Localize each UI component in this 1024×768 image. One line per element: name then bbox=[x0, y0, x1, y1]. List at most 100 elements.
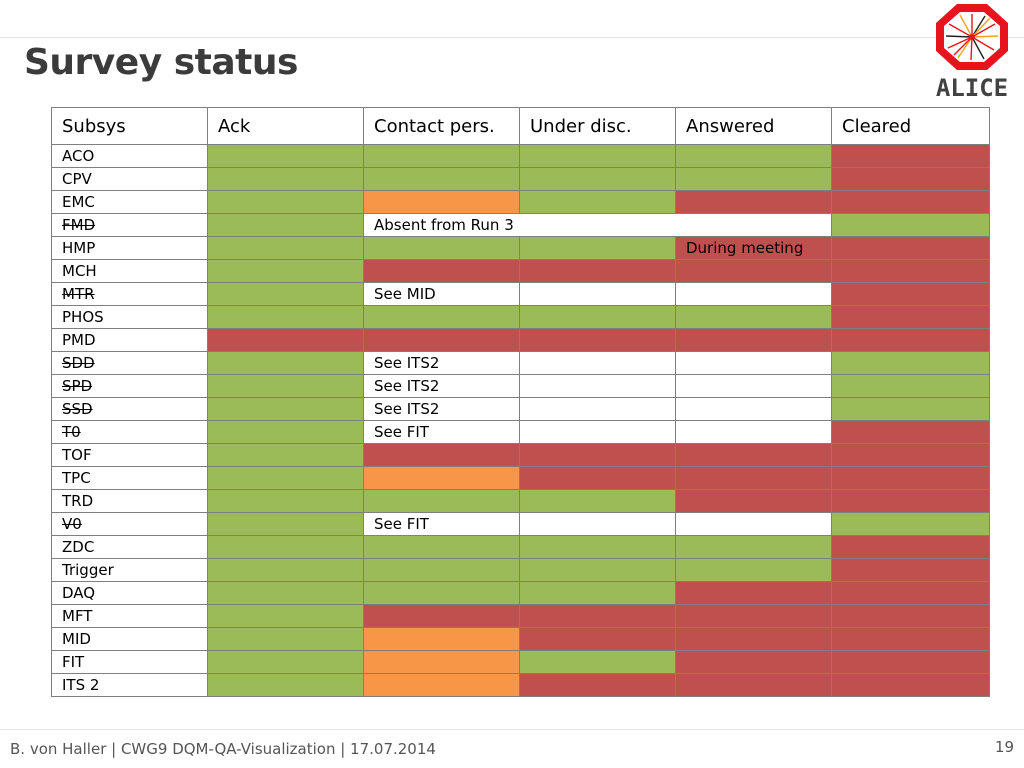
table-row: CPV bbox=[51, 167, 990, 191]
status-cell bbox=[519, 259, 676, 283]
footer-text: B. von Haller | CWG9 DQM-QA-Visualizatio… bbox=[10, 740, 436, 758]
table-row: PMD bbox=[51, 328, 990, 352]
status-cell bbox=[207, 581, 364, 605]
status-cell bbox=[519, 236, 676, 260]
column-header: Under disc. bbox=[519, 107, 676, 145]
status-cell bbox=[831, 627, 990, 651]
status-cell bbox=[831, 397, 990, 421]
status-cell bbox=[363, 558, 520, 582]
status-cell bbox=[207, 282, 364, 306]
status-cell bbox=[519, 374, 676, 398]
status-cell bbox=[519, 535, 676, 559]
status-cell bbox=[831, 328, 990, 352]
status-cell bbox=[519, 627, 676, 651]
status-cell bbox=[207, 397, 364, 421]
table-row: ACO bbox=[51, 144, 990, 168]
status-cell: See FIT bbox=[363, 420, 520, 444]
status-cell bbox=[207, 144, 364, 168]
status-cell bbox=[831, 581, 990, 605]
status-cell bbox=[519, 144, 676, 168]
status-cell bbox=[675, 512, 832, 536]
status-cell: See FIT bbox=[363, 512, 520, 536]
status-cell bbox=[831, 604, 990, 628]
status-cell bbox=[363, 190, 520, 214]
status-cell bbox=[363, 581, 520, 605]
status-cell bbox=[363, 236, 520, 260]
status-cell bbox=[519, 190, 676, 214]
status-cell bbox=[831, 213, 990, 237]
subsystem-name: ZDC bbox=[51, 535, 208, 559]
column-header: Subsys bbox=[51, 107, 208, 145]
alice-logo-icon bbox=[936, 4, 1008, 70]
status-cell: Absent from Run 3 bbox=[363, 213, 832, 237]
status-cell bbox=[363, 443, 520, 467]
table-row: EMC bbox=[51, 190, 990, 214]
status-cell bbox=[207, 236, 364, 260]
table-row: TOF bbox=[51, 443, 990, 467]
status-cell bbox=[207, 167, 364, 191]
status-cell bbox=[519, 466, 676, 490]
status-cell bbox=[675, 351, 832, 375]
status-cell bbox=[519, 397, 676, 421]
status-cell bbox=[675, 190, 832, 214]
subsystem-name: TOF bbox=[51, 443, 208, 467]
subsystem-name: PHOS bbox=[51, 305, 208, 329]
status-cell bbox=[831, 558, 990, 582]
status-cell bbox=[831, 167, 990, 191]
column-header: Ack bbox=[207, 107, 364, 145]
status-cell bbox=[363, 535, 520, 559]
table-row: ZDC bbox=[51, 535, 990, 559]
status-cell bbox=[207, 512, 364, 536]
status-cell bbox=[831, 673, 990, 697]
status-cell bbox=[207, 558, 364, 582]
status-cell bbox=[519, 558, 676, 582]
status-cell bbox=[831, 443, 990, 467]
table-row: MCH bbox=[51, 259, 990, 283]
survey-status-table: Subsys Ack Contact pers. Under disc. Answere… bbox=[51, 107, 990, 697]
status-cell bbox=[675, 604, 832, 628]
status-cell: See ITS2 bbox=[363, 374, 520, 398]
subsystem-name: SSD bbox=[51, 397, 208, 421]
status-cell bbox=[831, 351, 990, 375]
status-cell bbox=[519, 420, 676, 444]
subsystem-name: MCH bbox=[51, 259, 208, 283]
table-row: TRD bbox=[51, 489, 990, 513]
status-cell bbox=[831, 282, 990, 306]
status-cell bbox=[831, 466, 990, 490]
column-header: Cleared bbox=[831, 107, 990, 145]
status-cell bbox=[363, 305, 520, 329]
status-cell bbox=[675, 374, 832, 398]
status-cell bbox=[519, 351, 676, 375]
status-cell bbox=[363, 144, 520, 168]
table-row: ITS 2 bbox=[51, 673, 990, 697]
status-cell bbox=[207, 259, 364, 283]
status-cell bbox=[363, 328, 520, 352]
status-cell: See MID bbox=[363, 282, 520, 306]
subsystem-name: SPD bbox=[51, 374, 208, 398]
status-cell bbox=[675, 443, 832, 467]
status-cell bbox=[363, 466, 520, 490]
subsystem-name: MID bbox=[51, 627, 208, 651]
status-cell bbox=[831, 144, 990, 168]
status-cell bbox=[207, 443, 364, 467]
alice-logo: ALICE bbox=[930, 2, 1014, 102]
status-cell bbox=[675, 328, 832, 352]
status-cell bbox=[207, 305, 364, 329]
status-cell bbox=[363, 167, 520, 191]
status-cell bbox=[831, 374, 990, 398]
status-cell bbox=[831, 650, 990, 674]
table-header-row: Subsys Ack Contact pers. Under disc. Answere… bbox=[51, 107, 990, 145]
table-row: V0 See FIT bbox=[51, 512, 990, 536]
status-cell bbox=[831, 489, 990, 513]
subsystem-name: DAQ bbox=[51, 581, 208, 605]
status-cell bbox=[363, 650, 520, 674]
status-cell bbox=[207, 673, 364, 697]
page-number: 19 bbox=[994, 738, 1014, 756]
status-cell bbox=[831, 190, 990, 214]
status-cell bbox=[831, 305, 990, 329]
table-row: SPD See ITS2 bbox=[51, 374, 990, 398]
subsystem-name: HMP bbox=[51, 236, 208, 260]
logo-text: ALICE bbox=[935, 74, 1009, 102]
status-cell bbox=[207, 650, 364, 674]
status-cell bbox=[519, 443, 676, 467]
